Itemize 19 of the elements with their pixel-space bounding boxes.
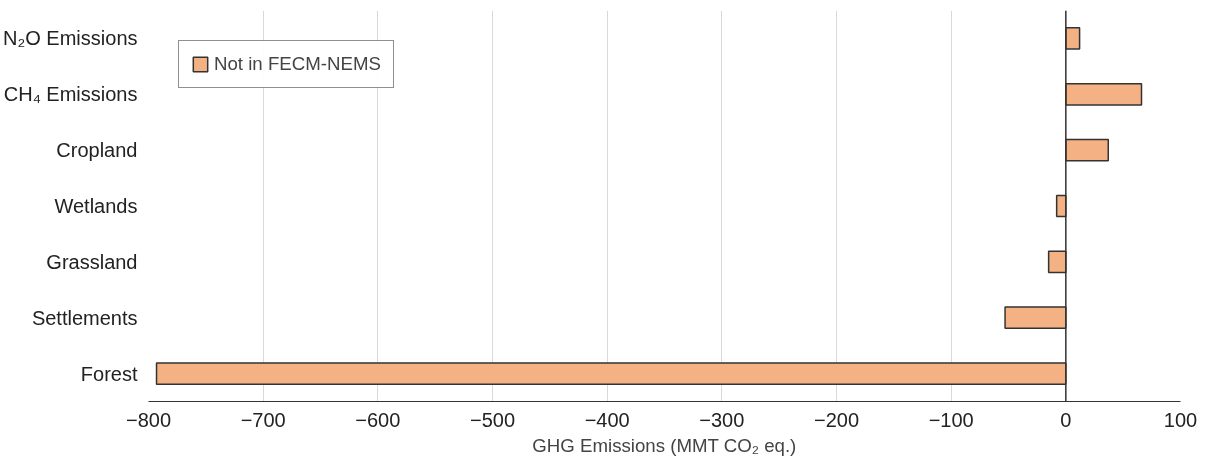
y-tick-label: N₂O Emissions <box>3 27 138 50</box>
x-tick-label: 0 <box>1060 408 1072 431</box>
x-tick-label: −400 <box>584 408 630 431</box>
x-tick-label: −700 <box>240 408 286 431</box>
x-tick-label: −300 <box>699 408 745 431</box>
x-tick-label: 100 <box>1163 408 1198 431</box>
y-tick-label: Grassland <box>46 250 138 273</box>
x-tick-label: −600 <box>355 408 401 431</box>
legend-label: Not in FECM-NEMS <box>214 53 381 75</box>
x-tick-label: −500 <box>469 408 516 431</box>
y-tick-label: CH₄ Emissions <box>3 83 138 106</box>
y-tick-label: Settlements <box>31 306 138 329</box>
y-tick-label: Cropland <box>56 139 138 162</box>
x-tick-label: −200 <box>813 408 860 431</box>
x-tick-label: −100 <box>928 408 974 431</box>
y-tick-label: Forest <box>80 362 138 385</box>
x-axis-title: GHG Emissions (MMT CO₂ eq.) <box>532 434 797 456</box>
x-tick-label: −800 <box>125 408 172 431</box>
y-tick-label: Wetlands <box>54 195 138 217</box>
